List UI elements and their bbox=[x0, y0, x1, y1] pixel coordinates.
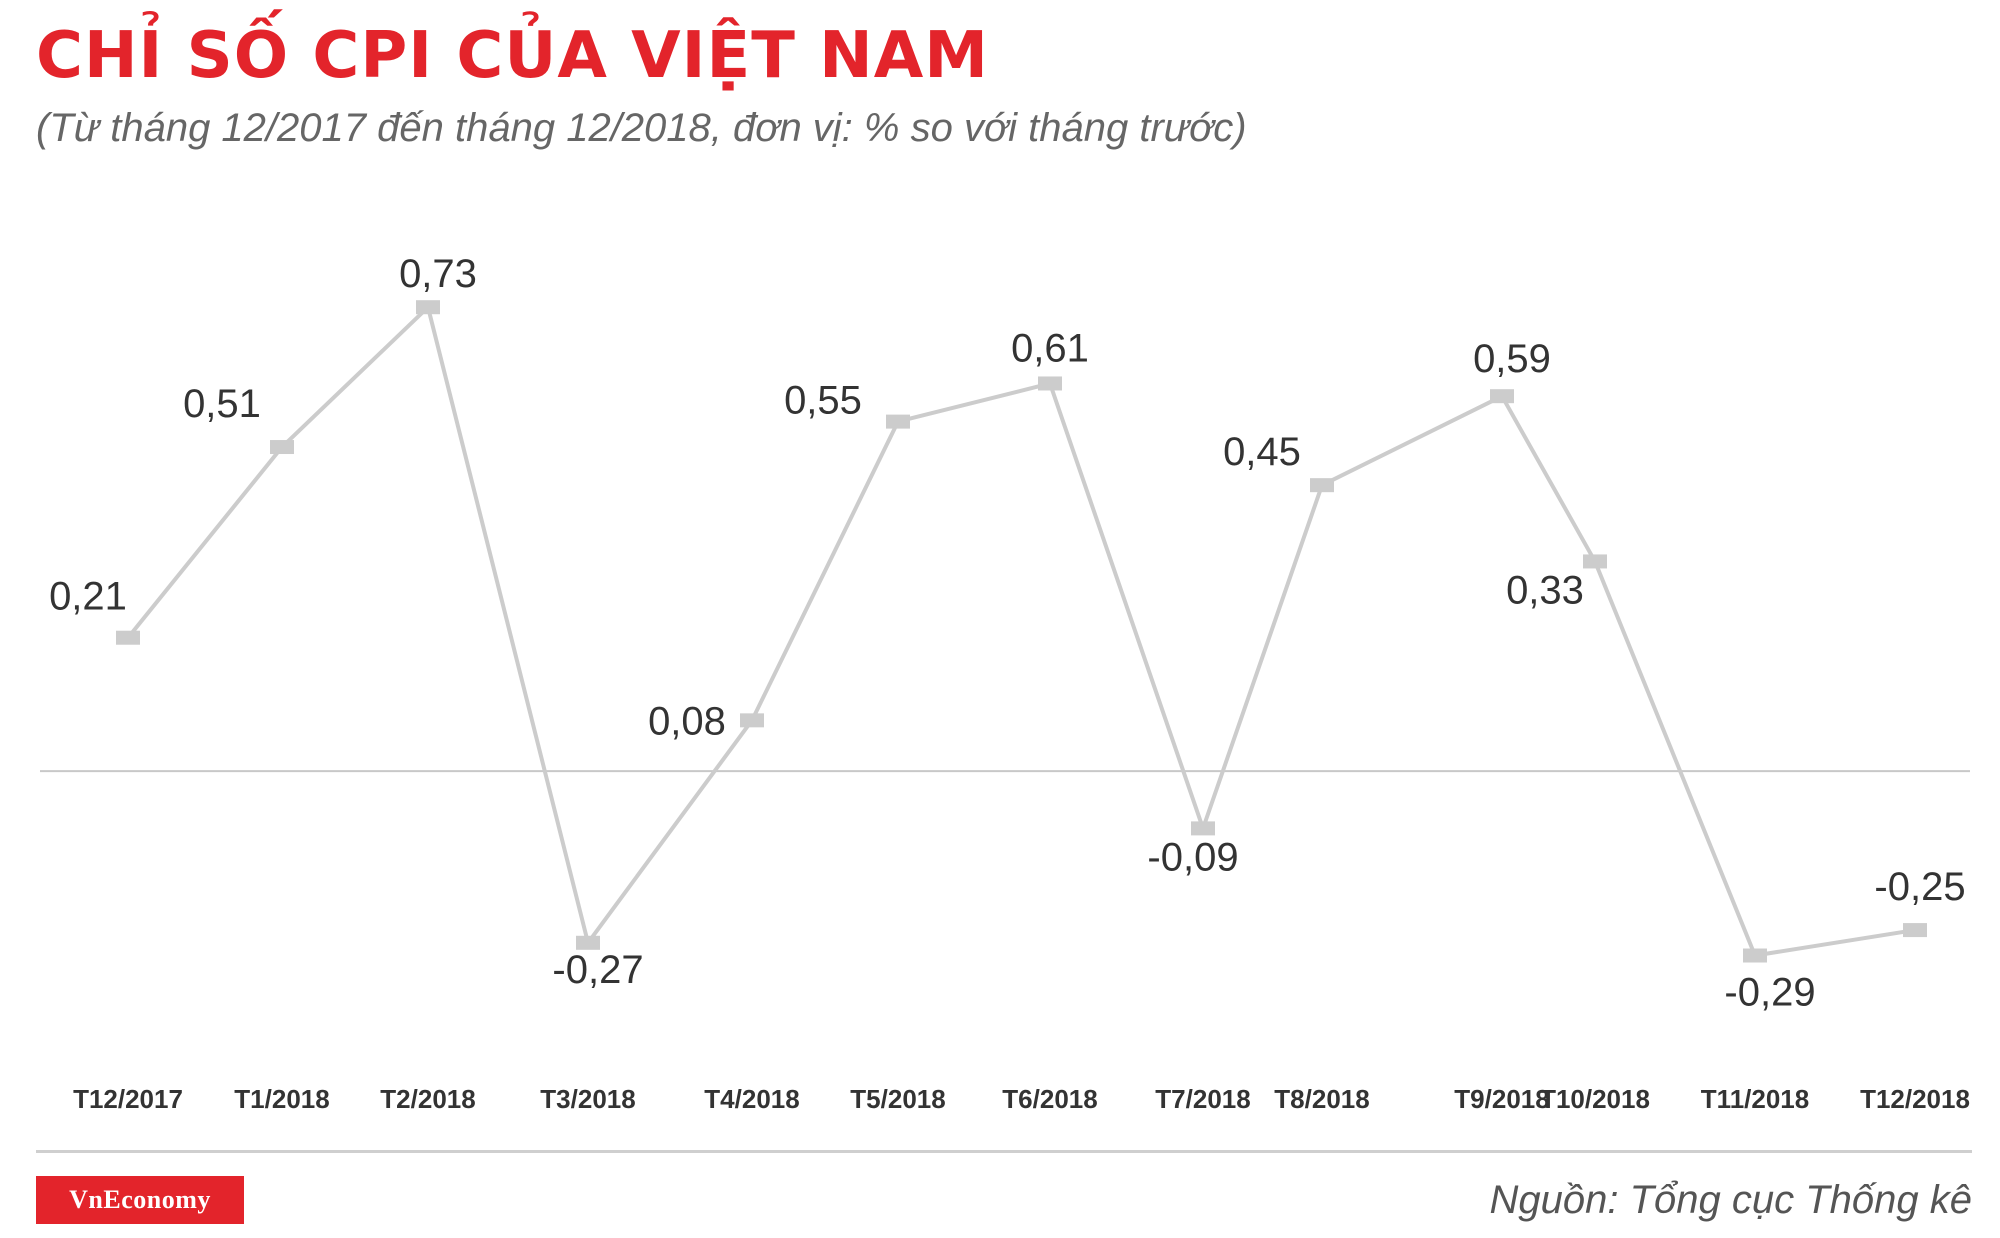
line-segment-2 bbox=[280, 305, 430, 450]
data-point-T3/2018 bbox=[576, 935, 600, 950]
line-segment-12 bbox=[1753, 928, 1917, 958]
data-point-T12/2017 bbox=[116, 630, 140, 645]
data-point-T12/2018 bbox=[1903, 923, 1927, 938]
data-label-T4/2018: 0,08 bbox=[648, 699, 726, 743]
line-segment-11 bbox=[1593, 559, 1757, 958]
line-segment-5 bbox=[750, 419, 900, 723]
line-segment-6 bbox=[896, 381, 1052, 424]
data-point-T11/2018 bbox=[1743, 948, 1767, 963]
x-tick-T11/2018: T11/2018 bbox=[1701, 1084, 1809, 1114]
x-tick-T7/2018: T7/2018 bbox=[1155, 1084, 1250, 1114]
data-label-T11/2018: -0,29 bbox=[1724, 971, 1815, 1015]
vneconomy-logo: VnEconomy bbox=[36, 1176, 244, 1224]
line-segment-8 bbox=[1201, 483, 1324, 831]
data-point-T2/2018 bbox=[416, 300, 440, 315]
x-tick-T4/2018: T4/2018 bbox=[704, 1084, 799, 1114]
chart-title: CHỈ SỐ CPI CỦA VIỆT NAM bbox=[36, 19, 989, 93]
x-tick-T5/2018: T5/2018 bbox=[850, 1084, 945, 1114]
line-segment-1 bbox=[126, 445, 284, 640]
line-segment-3 bbox=[426, 305, 590, 945]
data-label-T5/2018: 0,55 bbox=[784, 379, 862, 423]
x-tick-T9/2018: T9/2018 bbox=[1454, 1084, 1549, 1114]
data-label-T12/2018: -0,25 bbox=[1874, 865, 1965, 909]
line-segment-10 bbox=[1500, 394, 1597, 564]
data-point-T1/2018 bbox=[270, 440, 294, 455]
data-label-T3/2018: -0,27 bbox=[552, 948, 643, 992]
line-segment-9 bbox=[1320, 394, 1504, 488]
data-label-T6/2018: 0,61 bbox=[1011, 326, 1089, 370]
data-label-T10/2018: 0,33 bbox=[1506, 568, 1584, 612]
x-axis-ticks: T12/2017 T1/2018 T2/2018 T3/2018 T4/2018 T5/2… bbox=[73, 1084, 1970, 1114]
data-label-T1/2018: 0,51 bbox=[183, 382, 261, 426]
x-tick-T12/2017: T12/2017 bbox=[73, 1084, 183, 1114]
data-point-T10/2018 bbox=[1583, 554, 1607, 569]
x-tick-T3/2018: T3/2018 bbox=[540, 1084, 635, 1114]
data-label-T7/2018: -0,09 bbox=[1147, 835, 1238, 879]
line-segment-4 bbox=[586, 718, 754, 945]
series-line bbox=[126, 305, 1917, 958]
line-segment-7 bbox=[1048, 381, 1205, 831]
data-point-T5/2018 bbox=[886, 414, 910, 429]
data-markers bbox=[116, 300, 1927, 963]
data-point-T6/2018 bbox=[1038, 376, 1062, 391]
x-tick-T2/2018: T2/2018 bbox=[380, 1084, 475, 1114]
x-tick-T12/2018: T12/2018 bbox=[1860, 1084, 1970, 1114]
data-point-T9/2018 bbox=[1490, 389, 1514, 404]
chart-subtitle: (Từ tháng 12/2017 đến tháng 12/2018, đơn… bbox=[36, 106, 1247, 150]
data-label-T8/2018: 0,45 bbox=[1223, 430, 1301, 474]
source-note: Nguồn: Tổng cục Thống kê bbox=[1489, 1178, 1972, 1222]
data-label-T9/2018: 0,59 bbox=[1473, 337, 1551, 381]
x-tick-T1/2018: T1/2018 bbox=[234, 1084, 329, 1114]
data-point-T8/2018 bbox=[1310, 478, 1334, 493]
footer-divider bbox=[36, 1150, 1972, 1153]
x-tick-T8/2018: T8/2018 bbox=[1274, 1084, 1369, 1114]
data-point-T4/2018 bbox=[740, 713, 764, 728]
data-label-T12/2017: 0,21 bbox=[49, 575, 127, 619]
data-point-T7/2018 bbox=[1191, 821, 1215, 836]
x-tick-T6/2018: T6/2018 bbox=[1002, 1084, 1097, 1114]
data-labels: 0,21 0,51 0,73 -0,27 0,08 0,55 0,61 -0,09 0,45 0,… bbox=[49, 252, 1966, 1014]
data-label-T2/2018: 0,73 bbox=[399, 252, 477, 296]
x-tick-T10/2018: T10/2018 bbox=[1540, 1084, 1650, 1114]
